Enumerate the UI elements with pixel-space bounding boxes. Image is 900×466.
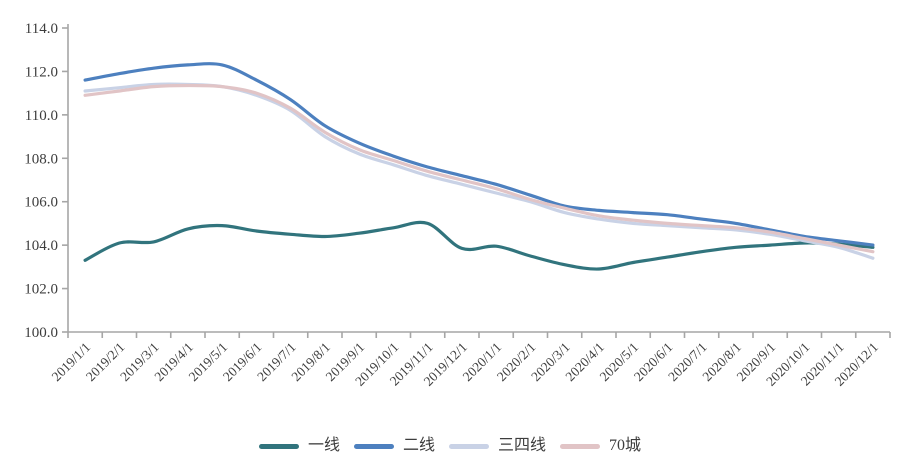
legend-swatch-cities70 — [560, 443, 601, 449]
legend-item-tier1: 一线 — [258, 437, 340, 454]
y-tick-label: 100.0 — [24, 325, 58, 341]
legend-label-tier2: 二线 — [402, 437, 435, 454]
legend-label-tier34: 三四线 — [498, 437, 547, 454]
y-tick-label: 106.0 — [24, 195, 58, 211]
legend-swatch-tier34 — [449, 443, 489, 449]
y-tick-label: 112.0 — [25, 64, 58, 80]
legend-swatch-tier1 — [258, 443, 299, 449]
line-chart-svg: 100.0 102.0 104.0 106.0 108.0 110.0 112.0 114.0… — [24, 21, 891, 389]
legend-item-tier2: 二线 — [353, 437, 435, 454]
series-line-cities70 — [83, 83, 875, 254]
y-tick-label: 108.0 — [24, 151, 58, 167]
legend-item-cities70: 70城 — [560, 438, 641, 454]
y-tick-label: 110.0 — [25, 108, 58, 124]
series-line-tier1 — [83, 220, 875, 271]
y-tick-label: 104.0 — [24, 238, 58, 254]
y-tick-label: 102.0 — [24, 282, 58, 298]
legend-item-tier34: 三四线 — [449, 438, 546, 454]
legend-swatch-tier2 — [353, 443, 394, 449]
series-line-tier34 — [83, 82, 875, 260]
legend-label-cities70: 70城 — [609, 437, 642, 454]
series-line-tier2 — [83, 62, 875, 247]
chart-legend: 一线 二线 三四线 70城 — [0, 431, 900, 461]
y-tick-label: 114.0 — [25, 21, 58, 37]
legend-label-tier1: 一线 — [307, 437, 340, 454]
